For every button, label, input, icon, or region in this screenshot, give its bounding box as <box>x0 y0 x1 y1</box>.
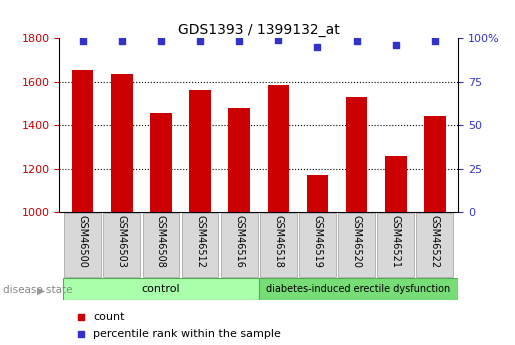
Bar <box>72 70 93 212</box>
Text: ▶: ▶ <box>37 286 45 295</box>
Text: percentile rank within the sample: percentile rank within the sample <box>93 329 281 339</box>
Point <box>454 96 462 101</box>
Text: control: control <box>142 284 180 294</box>
Bar <box>229 108 250 212</box>
Point <box>454 253 462 258</box>
FancyBboxPatch shape <box>259 278 458 300</box>
Point <box>431 39 439 44</box>
Bar <box>385 156 406 212</box>
FancyBboxPatch shape <box>377 213 414 277</box>
Bar <box>268 86 289 212</box>
Point <box>157 39 165 44</box>
FancyBboxPatch shape <box>104 213 140 277</box>
Bar <box>111 74 132 212</box>
Point <box>352 39 360 44</box>
FancyBboxPatch shape <box>338 213 375 277</box>
Bar <box>150 113 171 212</box>
Bar <box>190 90 211 212</box>
FancyBboxPatch shape <box>221 213 258 277</box>
Bar <box>307 175 328 212</box>
Text: GSM46508: GSM46508 <box>156 215 166 268</box>
Text: GSM46500: GSM46500 <box>78 215 88 268</box>
Point <box>79 39 87 44</box>
Title: GDS1393 / 1399132_at: GDS1393 / 1399132_at <box>178 23 340 37</box>
Text: GSM46522: GSM46522 <box>430 215 440 268</box>
Text: GSM46521: GSM46521 <box>391 215 401 268</box>
Point <box>118 39 126 44</box>
FancyBboxPatch shape <box>64 213 101 277</box>
Point <box>196 39 204 44</box>
FancyBboxPatch shape <box>260 213 297 277</box>
FancyBboxPatch shape <box>299 213 336 277</box>
FancyBboxPatch shape <box>143 213 179 277</box>
Text: GSM46503: GSM46503 <box>117 215 127 268</box>
Point <box>313 44 321 49</box>
Text: GSM46518: GSM46518 <box>273 215 283 268</box>
Text: GSM46512: GSM46512 <box>195 215 205 268</box>
Text: diabetes-induced erectile dysfunction: diabetes-induced erectile dysfunction <box>266 284 451 294</box>
Point <box>391 42 400 48</box>
Text: disease state: disease state <box>3 286 72 295</box>
Point <box>274 37 282 42</box>
Bar <box>424 116 445 212</box>
Point <box>235 39 244 44</box>
FancyBboxPatch shape <box>63 278 259 300</box>
Bar <box>346 97 367 212</box>
FancyBboxPatch shape <box>417 213 453 277</box>
Text: GSM46519: GSM46519 <box>313 215 322 268</box>
FancyBboxPatch shape <box>182 213 218 277</box>
Text: count: count <box>93 312 125 322</box>
Text: GSM46520: GSM46520 <box>352 215 362 268</box>
Text: GSM46516: GSM46516 <box>234 215 244 268</box>
